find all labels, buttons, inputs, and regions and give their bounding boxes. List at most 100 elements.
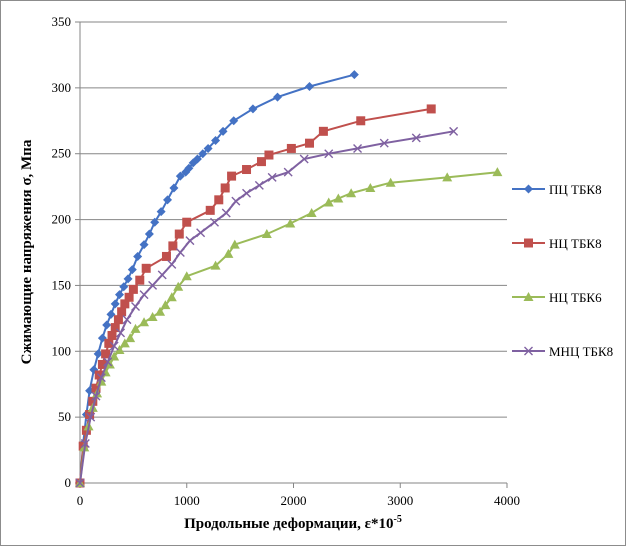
series-2 bbox=[75, 104, 436, 488]
series-2-point bbox=[182, 217, 192, 227]
series-3-point bbox=[160, 300, 171, 310]
series-4-point bbox=[242, 188, 252, 198]
series-2-point bbox=[214, 195, 224, 205]
series-3-point bbox=[333, 193, 344, 203]
series-3-point bbox=[223, 248, 234, 258]
y-tick-label: 300 bbox=[52, 80, 72, 95]
series-1-point bbox=[203, 143, 213, 153]
series-1-point bbox=[150, 217, 160, 227]
series-3-point bbox=[492, 167, 503, 177]
series-4-point bbox=[210, 217, 219, 227]
series-3-point bbox=[173, 281, 184, 291]
series-1-point bbox=[156, 207, 166, 217]
series-1-point bbox=[305, 82, 315, 92]
series-1-point bbox=[218, 126, 228, 136]
series-4-point bbox=[139, 290, 149, 300]
series-4-point bbox=[75, 478, 85, 488]
series-2-point bbox=[227, 171, 237, 181]
series-3-point bbox=[155, 306, 166, 316]
legend-swatch-marker bbox=[523, 292, 534, 301]
series-3-point bbox=[166, 292, 177, 302]
series-1-point bbox=[144, 229, 154, 239]
series-3-point bbox=[147, 312, 158, 322]
y-tick-labels: 0 50 100 150 200 250 300 350 bbox=[52, 14, 80, 490]
series-1-point bbox=[102, 320, 112, 330]
series-4-point bbox=[96, 373, 106, 383]
legend-item: МНЦ ТБК8 bbox=[512, 344, 613, 359]
series-1-point bbox=[175, 171, 185, 181]
series-1-point bbox=[272, 92, 282, 102]
series-4-line bbox=[79, 130, 454, 484]
series-3-point bbox=[346, 188, 357, 198]
series-2-point bbox=[135, 275, 145, 285]
series-1-point bbox=[229, 116, 239, 126]
x-tick-label: 3000 bbox=[387, 493, 413, 508]
series-4-point bbox=[91, 391, 101, 401]
y-tick-label: 150 bbox=[52, 277, 72, 292]
series-2-point bbox=[128, 284, 138, 294]
series-4-point bbox=[231, 196, 241, 206]
y-tick-label: 350 bbox=[52, 14, 72, 29]
x-tick-labels: 0 1000 2000 3000 4000 bbox=[77, 483, 520, 508]
legend-item: НЦ ТБК6 bbox=[512, 290, 602, 305]
legend-label: НЦ ТБК6 bbox=[549, 290, 602, 305]
legend-swatch-marker bbox=[524, 346, 533, 356]
series-4-point bbox=[103, 357, 113, 367]
series-1-point bbox=[114, 290, 124, 300]
series-2-point bbox=[356, 116, 366, 126]
y-tick-label: 50 bbox=[58, 409, 71, 424]
series-3-point bbox=[323, 197, 334, 207]
series-1-point bbox=[93, 349, 103, 359]
series-4-point bbox=[148, 280, 158, 290]
series-2-point bbox=[113, 315, 123, 325]
series-4-point bbox=[449, 126, 459, 136]
series-4-point bbox=[283, 167, 293, 177]
series-4-point bbox=[324, 149, 334, 159]
series-3-point bbox=[119, 338, 130, 348]
series-1-point bbox=[119, 282, 129, 292]
series-3-point bbox=[442, 172, 453, 182]
x-tick-label: 1000 bbox=[174, 493, 200, 508]
series-2-point bbox=[161, 251, 171, 261]
series-2-point bbox=[88, 396, 98, 406]
series-1-point bbox=[198, 149, 208, 159]
y-tick-label: 200 bbox=[52, 212, 72, 227]
series-2-point bbox=[168, 241, 178, 251]
series-3-point bbox=[139, 317, 150, 327]
legend: ПЦ ТБК8 НЦ ТБК8 НЦ ТБК6 МНЦ ТБК8 bbox=[512, 182, 613, 359]
series-1-point bbox=[127, 265, 137, 275]
series-4-point bbox=[86, 412, 96, 422]
series-1-point bbox=[123, 274, 133, 284]
series-2-point bbox=[205, 205, 215, 215]
x-tick-label: 2000 bbox=[281, 493, 307, 508]
series-3-point bbox=[306, 207, 317, 217]
series-4-point bbox=[353, 143, 363, 153]
series-2-point bbox=[101, 349, 111, 359]
series-4-point bbox=[196, 228, 206, 238]
series-2-point bbox=[110, 323, 120, 333]
series-4-point bbox=[157, 270, 167, 280]
series-1-point bbox=[192, 154, 202, 164]
y-tick-label: 250 bbox=[52, 146, 72, 161]
series-2-point bbox=[85, 410, 95, 420]
series-2-point bbox=[318, 126, 328, 136]
series-3-point bbox=[181, 271, 192, 281]
series-3-point bbox=[125, 333, 136, 343]
series-4-point bbox=[131, 302, 141, 311]
series-3-point bbox=[229, 239, 240, 249]
series-4-point bbox=[175, 248, 185, 257]
series-1-point bbox=[211, 136, 221, 146]
y-tick-label: 100 bbox=[52, 343, 72, 358]
legend-label: НЦ ТБК8 bbox=[549, 236, 602, 251]
series-4-point bbox=[299, 154, 309, 164]
series-2-point bbox=[97, 359, 107, 369]
legend-swatch-marker bbox=[524, 238, 533, 248]
y-axis-title: Сжимающие напряжения σ, Мпа bbox=[19, 139, 35, 364]
series-4-point bbox=[122, 315, 132, 325]
series-1-point bbox=[139, 240, 149, 250]
x-axis-title: Продольные деформации, ε*10-5 bbox=[184, 514, 402, 532]
series-3-point bbox=[261, 229, 272, 239]
x-tick-label: 0 bbox=[77, 493, 84, 508]
